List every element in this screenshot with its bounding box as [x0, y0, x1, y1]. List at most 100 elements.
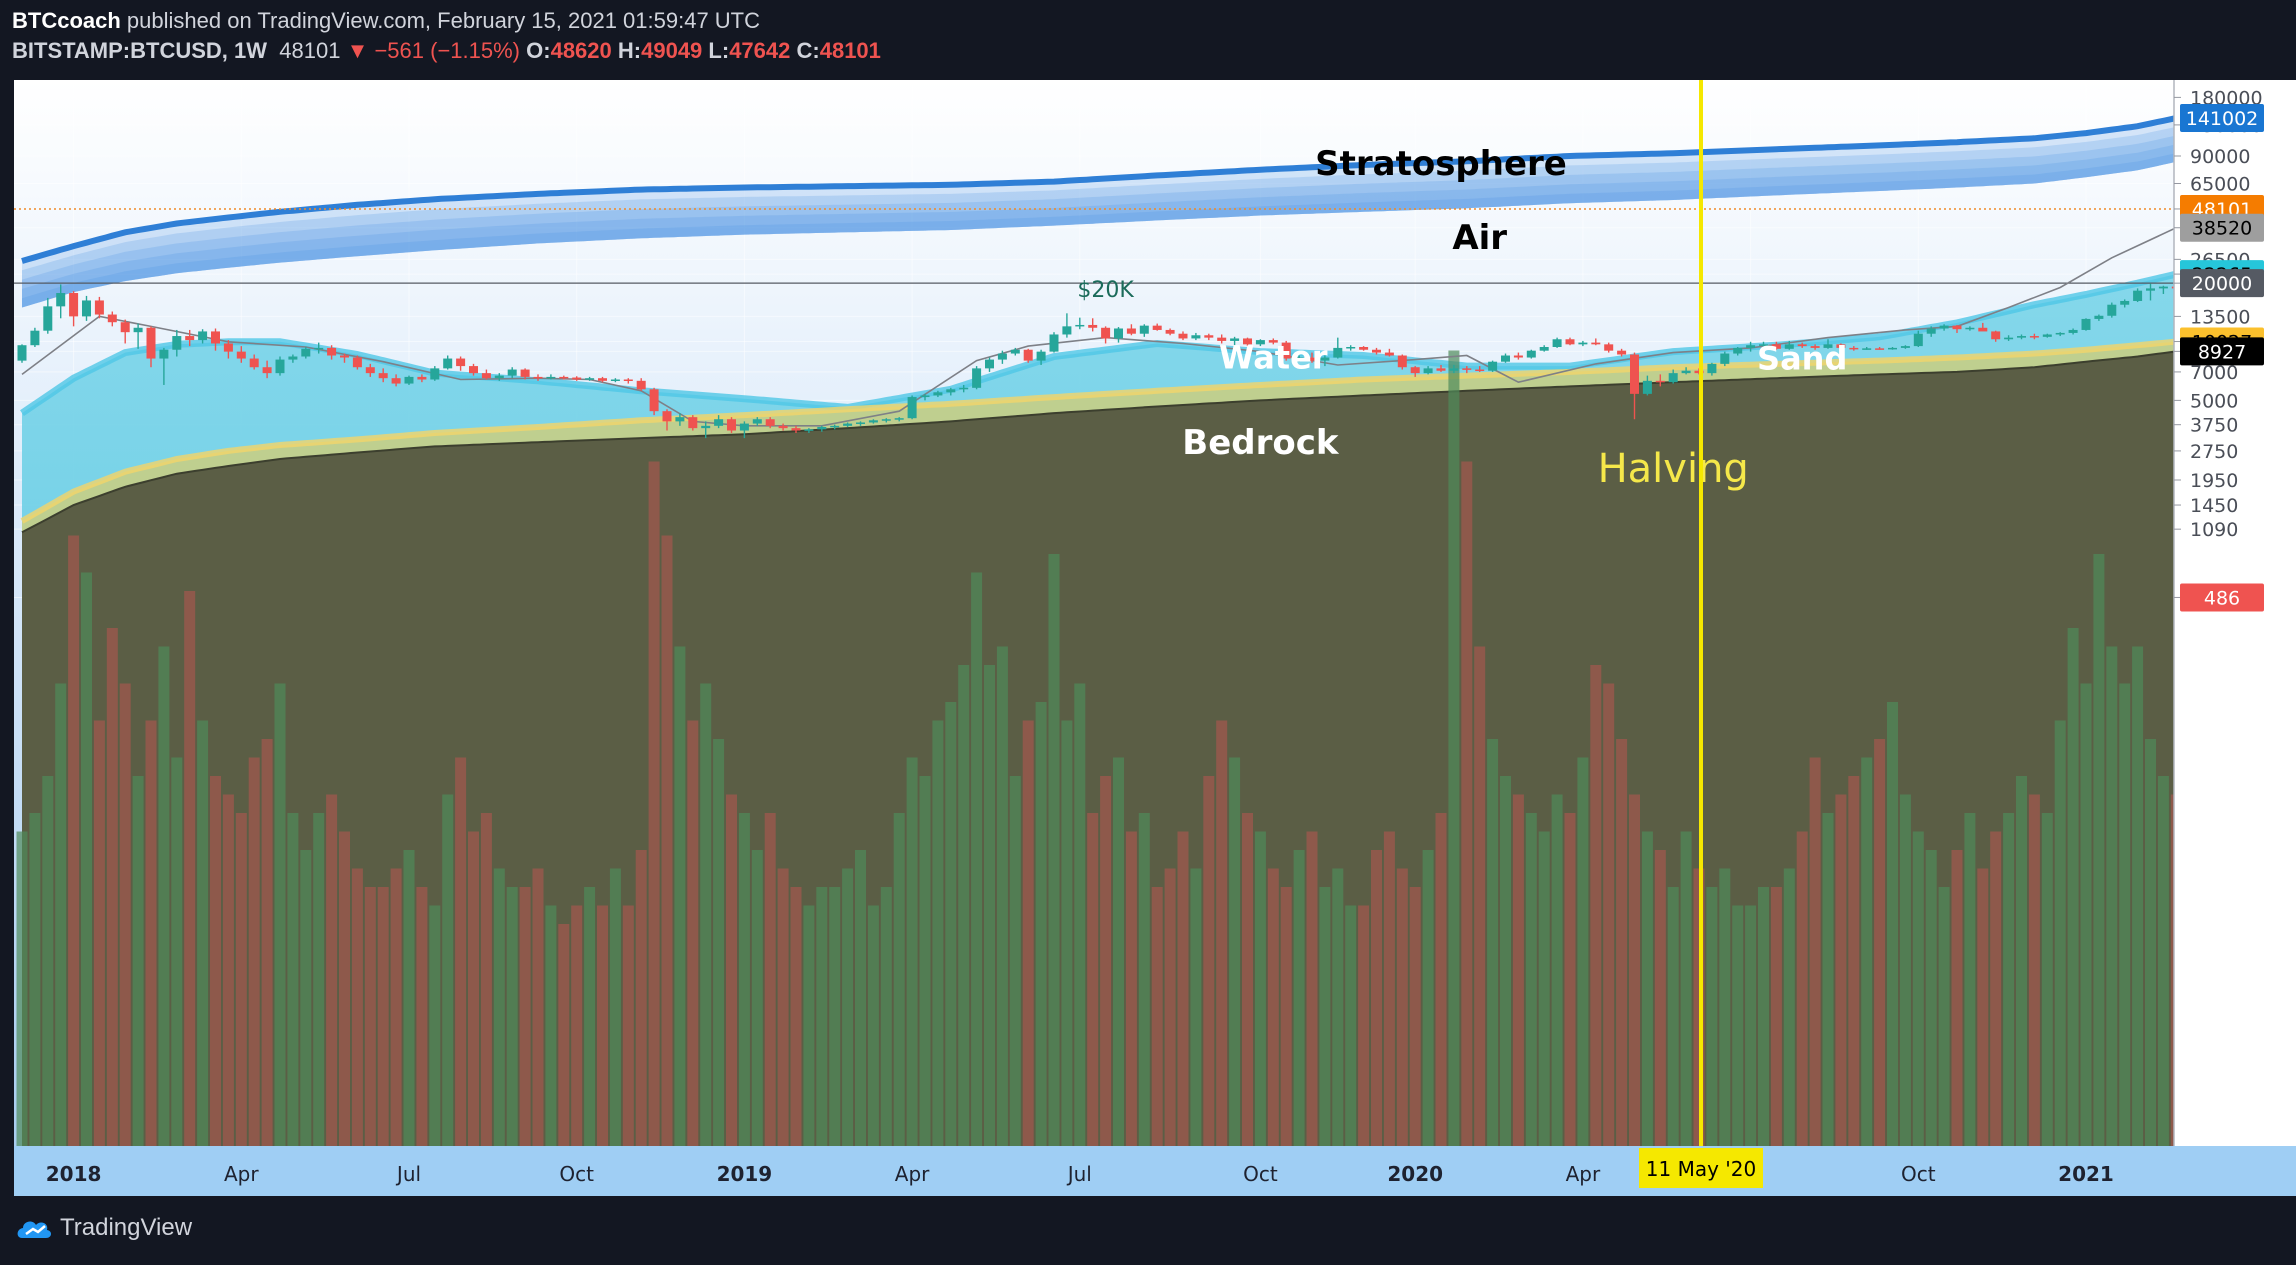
candle-body-163: [2120, 300, 2130, 305]
candle-body-34: [456, 358, 466, 367]
volume-bar-62: [816, 887, 828, 1146]
candle-114: [1488, 360, 1498, 372]
volume-bar-25: [339, 831, 350, 1146]
volume-bar-4: [68, 535, 80, 1146]
price-badge-label-0: 141002: [2186, 108, 2259, 130]
stratosphere-band-3: [22, 144, 2174, 308]
candle-146: [1900, 345, 1910, 349]
volume-bar-164: [2132, 646, 2144, 1146]
candle-body-75: [985, 359, 994, 369]
candle-80: [1049, 332, 1059, 353]
candle-157: [2042, 333, 2052, 338]
low-label: L:: [708, 38, 730, 63]
volume-bar-80: [1048, 554, 1060, 1146]
candle-body-102: [1333, 347, 1343, 358]
candle-body-72: [946, 389, 956, 393]
candle-92: [1204, 333, 1214, 341]
candle-body-119: [1552, 339, 1562, 347]
author-name[interactable]: BTCcoach: [12, 8, 121, 33]
candle-106: [1384, 348, 1394, 357]
volume-bar-125: [1629, 794, 1640, 1146]
candle-59: [778, 423, 788, 431]
candle-body-103: [1346, 346, 1356, 349]
open-label: O:: [526, 38, 551, 63]
candle-64: [843, 422, 853, 427]
candle-body-2: [43, 306, 53, 331]
candle-body-90: [1178, 333, 1188, 339]
candle-body-71: [933, 392, 943, 396]
candle-body-6: [94, 300, 104, 315]
candle-44: [585, 376, 595, 381]
candle-20: [275, 356, 285, 376]
volume-bar-135: [1758, 887, 1769, 1146]
candle-body-113: [1475, 369, 1485, 372]
volume-bar-137: [1783, 868, 1795, 1146]
time-axis[interactable]: [14, 1146, 2174, 1196]
candle-119: [1552, 337, 1562, 348]
volume-bar-26: [351, 868, 363, 1146]
annotation-0: Stratosphere: [1315, 144, 1567, 184]
candle-98: [1281, 340, 1291, 361]
tradingview-logo[interactable]: TradingView: [14, 1214, 192, 1242]
candle-75: [985, 357, 994, 372]
candle-body-134: [1746, 345, 1756, 348]
candle-body-36: [481, 373, 491, 379]
candle-86: [1126, 324, 1136, 336]
volume-bar-96: [1254, 831, 1266, 1146]
candle-body-45: [598, 378, 607, 381]
volume-bar-51: [674, 646, 686, 1146]
volume-bar-48: [635, 850, 647, 1146]
candle-body-0: [17, 345, 27, 361]
y-tick-label-14: 3750: [2190, 415, 2238, 437]
candle-148: [1926, 326, 1936, 337]
candle-56: [739, 421, 749, 439]
y-tick-label-18: 1090: [2190, 519, 2238, 541]
volume-bar-42: [558, 924, 570, 1146]
volume-bar-97: [1267, 868, 1279, 1146]
volume-bar-41: [545, 905, 557, 1146]
date-marker-label: 11 May '20: [1646, 1157, 1756, 1181]
x-tick-label-3: Oct: [559, 1162, 594, 1186]
candle-105: [1372, 347, 1381, 355]
candle-body-46: [610, 379, 620, 381]
candle-122: [1591, 338, 1601, 346]
candle-body-135: [1759, 344, 1768, 346]
candle-13: [185, 329, 195, 347]
candle-164: [2133, 288, 2143, 303]
y-tick-label-13: 5000: [2190, 390, 2238, 412]
candle-body-153: [1991, 331, 2001, 340]
candle-143: [1862, 346, 1872, 350]
candle-body-1: [30, 330, 40, 346]
candle-body-154: [2004, 337, 2014, 340]
price-chart[interactable]: Stratosphere Air $20K Water Sand Bedrock Halvi…: [0, 0, 2296, 1198]
annotation-6: Halving: [1598, 446, 1749, 492]
date-marker-box: [1639, 1148, 1763, 1188]
candle-133: [1733, 346, 1743, 356]
candle-85: [1114, 327, 1123, 343]
symbol-label: BITSTAMP:BTCUSD, 1W: [12, 38, 268, 63]
candle-body-109: [1423, 368, 1433, 374]
volume-bar-81: [1061, 720, 1073, 1146]
candle-body-112: [1462, 368, 1472, 370]
volume-bar-72: [945, 702, 957, 1146]
date-marker: 11 May '20: [1639, 1148, 1763, 1188]
candle-35: [469, 363, 478, 376]
candle-140: [1823, 339, 1833, 349]
sand-line: [20, 338, 2174, 524]
candle-body-68: [894, 418, 904, 420]
high-value: 49049: [641, 38, 703, 63]
candle-32: [430, 366, 440, 381]
candle-62: [817, 425, 827, 432]
volume-bar-140: [1822, 813, 1834, 1146]
candle-95: [1243, 337, 1252, 347]
candle-body-9: [133, 327, 143, 333]
volume-bar-66: [867, 905, 879, 1146]
candle-body-115: [1501, 355, 1510, 362]
candle-29: [391, 374, 401, 387]
candle-76: [997, 350, 1007, 364]
candle-144: [1875, 346, 1885, 350]
candle-159: [2068, 328, 2078, 335]
candle-24: [327, 345, 337, 360]
price-axis[interactable]: [2174, 80, 2296, 1146]
candle-51: [675, 413, 685, 426]
